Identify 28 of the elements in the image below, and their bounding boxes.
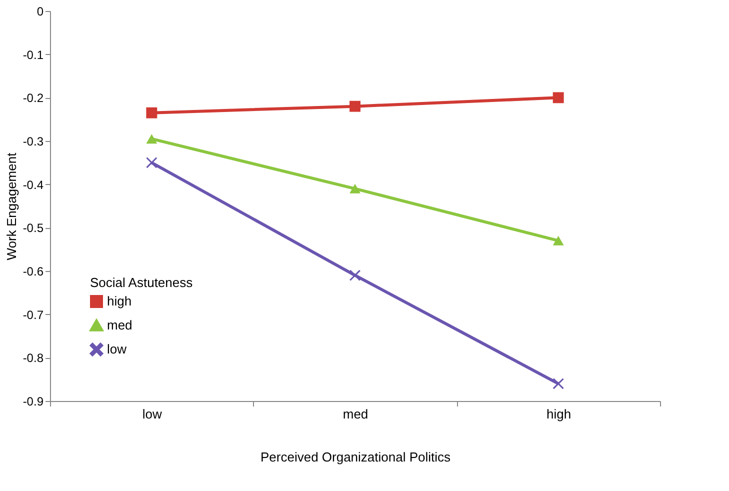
legend-label: low	[107, 342, 128, 356]
y-tick-label: -0.9	[22, 394, 44, 408]
y-tick-label: -0.4	[22, 178, 44, 192]
point	[552, 92, 564, 104]
point	[146, 107, 158, 118]
point	[552, 236, 564, 246]
x-axis-title: Perceived Organizational Politics	[260, 450, 452, 464]
y-tick-label: -0.3	[22, 134, 44, 148]
y-tick-label: -0.2	[22, 91, 44, 106]
x-tick-label: high	[546, 406, 572, 422]
point	[350, 270, 360, 281]
y-tick-label: -0.1	[22, 48, 44, 62]
y-tick-label: -0.8	[22, 351, 44, 366]
legend-label: high	[107, 294, 132, 308]
legend-title: Social Astuteness	[90, 275, 194, 290]
y-tick-label: -0.7	[22, 308, 44, 322]
y-tick-label: -0.6	[22, 264, 44, 278]
y-axis-title: Work Engagement	[4, 152, 19, 260]
point	[350, 184, 360, 194]
point	[552, 378, 564, 390]
point	[350, 100, 360, 112]
y-tick-label: -0.5	[22, 221, 44, 236]
point	[146, 157, 158, 168]
x-tick-label: med	[342, 406, 368, 422]
x-tick-label: low	[142, 406, 163, 422]
legend-label: med	[107, 318, 132, 332]
y-tick-label: 0	[36, 4, 44, 18]
point	[146, 134, 158, 144]
